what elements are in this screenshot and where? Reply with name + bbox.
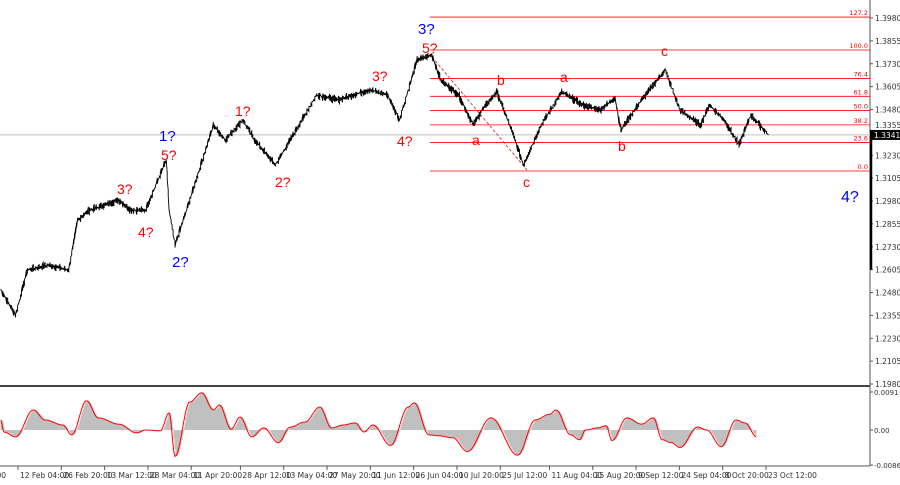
wave-label: 1? xyxy=(235,103,251,119)
x-tick-label: 13 Mar 12:00 xyxy=(107,471,157,480)
y-tick-label: 1.2105 xyxy=(875,357,900,366)
x-tick-label: 12 Feb 04:00 xyxy=(20,471,69,480)
x-tick-label: 9 Sep 12:00 xyxy=(638,471,684,480)
y-tick-label: 1.3605 xyxy=(875,83,900,92)
current-price-label: 1.3341 xyxy=(874,131,900,140)
x-tick-label: 25 Jul 12:00 xyxy=(502,471,547,480)
y-tick-label: 1.3480 xyxy=(875,106,900,115)
osc-y-tick-label: 0.00 xyxy=(874,427,890,435)
x-tick-label: 10 Jul 20:00 xyxy=(459,471,504,480)
fib-level-label: 0.0 xyxy=(858,163,868,171)
x-tick-label: 11 Apr 20:00 xyxy=(193,471,242,480)
wave-label: 3? xyxy=(418,21,435,38)
wave-label: 4? xyxy=(397,133,413,149)
y-tick-label: 1.3355 xyxy=(875,121,900,130)
x-tick-label: 11 Aug 04:00 xyxy=(551,471,602,480)
fib-level-label: 127.2 xyxy=(849,9,868,17)
osc-y-tick-label: 0.0091 xyxy=(874,389,899,397)
fib-level-label: 23.6 xyxy=(854,134,868,142)
oscillator-histogram xyxy=(0,392,757,457)
y-tick-label: 1.3230 xyxy=(875,151,900,160)
fib-level-label: 100.0 xyxy=(849,42,868,50)
fib-level-label: 76.4 xyxy=(854,71,868,79)
x-tick-label: 23 Oct 12:00 xyxy=(768,471,817,480)
y-tick-label: 1.2355 xyxy=(875,311,900,320)
y-tick-label: 1.2605 xyxy=(875,266,900,275)
y-tick-label: 1.2730 xyxy=(875,243,900,252)
x-tick-label: 11 Jun 12:00 xyxy=(372,471,420,480)
x-tick-label: 28 Mar 04:00 xyxy=(150,471,200,480)
wave-label: 1? xyxy=(159,128,176,145)
x-tick-label: :00 xyxy=(0,471,6,480)
x-tick-label: 27 May 20:00 xyxy=(329,471,381,480)
wave-label: 4? xyxy=(138,224,154,240)
current-price-box xyxy=(870,129,900,140)
wave-label: a xyxy=(472,132,480,148)
y-tick-label: 1.2230 xyxy=(875,334,900,343)
osc-y-tick-label: -0.00862 xyxy=(874,462,900,470)
wave-label: c xyxy=(523,174,530,190)
x-tick-label: 25 Aug 20:00 xyxy=(595,471,646,480)
wave-label: 2? xyxy=(172,254,189,271)
x-tick-label: 28 Apr 12:00 xyxy=(242,471,291,480)
wave-label: b xyxy=(497,72,505,88)
fib-level-label: 38.2 xyxy=(854,117,868,125)
wave-label: 5? xyxy=(161,147,177,163)
y-tick-label: 1.3730 xyxy=(875,60,900,69)
fib-level-label: 61.8 xyxy=(854,88,868,96)
x-tick-label: 8 Oct 20:00 xyxy=(725,471,769,480)
x-tick-label: 13 May 04:00 xyxy=(286,471,338,480)
y-tick-label: 1.1980 xyxy=(875,380,900,389)
y-tick-label: 1.2480 xyxy=(875,289,900,298)
y-tick-label: 1.3980 xyxy=(875,14,900,23)
x-tick-label: 26 Feb 20:00 xyxy=(63,471,112,480)
wave-label: 5? xyxy=(422,40,438,56)
wave-label: 2? xyxy=(275,174,291,190)
oscillator-signal-line xyxy=(0,392,757,458)
y-tick-label: 1.2980 xyxy=(875,197,900,206)
x-tick-label: 26 Jun 04:00 xyxy=(416,471,464,480)
y-tick-label: 1.3105 xyxy=(875,174,900,183)
fib-level-label: 50.0 xyxy=(854,102,868,110)
wave-label: b xyxy=(618,138,626,154)
wave-label: 4? xyxy=(841,189,859,206)
price-series-line xyxy=(0,52,769,318)
wave-label: 3? xyxy=(372,68,388,84)
x-tick-label: 24 Sep 04:00 xyxy=(681,471,731,480)
wave-label: c xyxy=(661,43,668,59)
wave-label: a xyxy=(560,69,568,85)
y-tick-label: 1.3855 xyxy=(875,37,900,46)
y-tick-label: 1.2855 xyxy=(875,220,900,229)
wave-label: 3? xyxy=(117,181,133,197)
